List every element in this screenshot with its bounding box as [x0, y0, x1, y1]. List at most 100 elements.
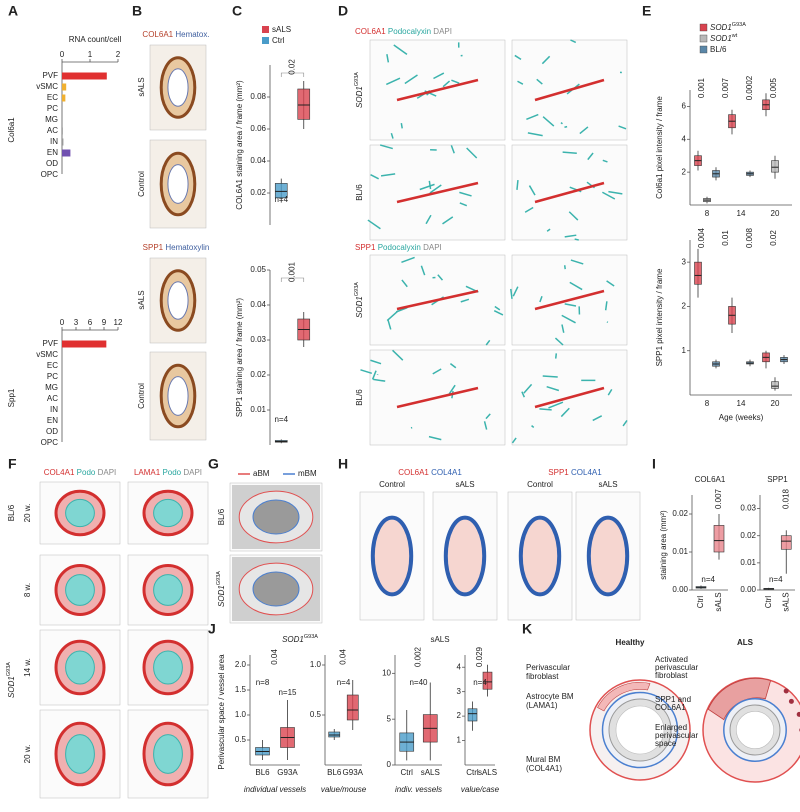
- legend-swatch: [700, 46, 707, 53]
- stain-nuclei: DAPI: [183, 468, 202, 477]
- diagram-label: Mural BM: [526, 755, 561, 764]
- label-sup: G93A: [354, 282, 360, 296]
- n-label: n=4: [701, 575, 715, 584]
- label-sup: G93A: [216, 571, 222, 585]
- y-tick-label: 0.5: [235, 735, 247, 744]
- micrograph: [150, 140, 206, 228]
- y-tick-label: 0.08: [250, 92, 266, 101]
- label-sup: G93A: [354, 72, 360, 86]
- panel-letter: E: [642, 3, 651, 19]
- x-tick-label: 8: [705, 399, 710, 408]
- label-gene: SOD1: [355, 296, 364, 318]
- micrograph: [230, 483, 322, 551]
- p-value: 0.029: [475, 646, 484, 667]
- legend-swatch: [262, 37, 269, 44]
- diagram-label: fibroblast: [526, 672, 559, 681]
- category-label: MG: [45, 115, 58, 124]
- p-value: 0.007: [714, 488, 723, 509]
- axis-title: RNA count/cell: [69, 35, 122, 44]
- category-label: IN: [50, 405, 58, 414]
- x-tick-label: sALS: [421, 768, 440, 777]
- stain-vessel: Podo: [77, 468, 96, 477]
- vessel-lumen: [154, 499, 183, 526]
- p-value: 0.04: [270, 649, 279, 665]
- stain-marker: COL4A1: [44, 468, 75, 477]
- stain-marker: COL6A1: [355, 27, 386, 36]
- axis-title: Age (weeks): [719, 413, 764, 422]
- y-tick-label: 6: [682, 102, 687, 111]
- y-tick-label: 1: [457, 736, 462, 745]
- micrograph: [128, 630, 208, 705]
- age-label: 8 w.: [23, 583, 32, 597]
- micrograph: [40, 482, 120, 544]
- deposit: [789, 699, 794, 704]
- legend-swatch: [262, 26, 269, 33]
- y-tick-label: 1.0: [310, 660, 322, 669]
- capillary: [575, 239, 579, 240]
- stain-marker: SPP1: [548, 468, 569, 477]
- y-tick-label: 0.01: [740, 558, 756, 567]
- y-tick-label: 5: [387, 714, 392, 723]
- box: [468, 709, 477, 721]
- label-sup: G93A: [304, 634, 318, 640]
- micrograph: [511, 255, 627, 345]
- y-tick-label: 0.02: [672, 509, 688, 518]
- p-value: 0.007: [721, 77, 730, 98]
- p-value: 0.01: [721, 230, 730, 246]
- category-label: EC: [47, 93, 58, 102]
- panel-letter: K: [522, 621, 532, 637]
- caption: value/mouse: [321, 785, 367, 794]
- legend-swatch: [700, 24, 707, 31]
- lumen: [736, 711, 773, 748]
- vessel-bm: [589, 518, 627, 595]
- panel-letter: I: [652, 456, 656, 472]
- axis-title: Perivascular space / vessel area: [217, 654, 226, 770]
- legend-label: SOD1wt: [710, 33, 738, 43]
- condition-label: Control: [379, 480, 405, 489]
- caption: indiv. vessels: [395, 785, 442, 794]
- x-tick-label: 8: [705, 209, 710, 218]
- y-tick-label: 0.02: [250, 188, 266, 197]
- x-tick-label: 9: [102, 318, 107, 327]
- row-label: SOD1G93A: [354, 282, 364, 318]
- stain-header: SPP1 Hematoxylin: [143, 243, 210, 252]
- y-tick-label: 1.0: [235, 710, 247, 719]
- condition-label: Control: [137, 383, 146, 409]
- micrograph: [512, 350, 627, 445]
- x-tick-label: 12: [114, 318, 123, 327]
- label-sup: G93A: [6, 662, 12, 676]
- legend-label: BL/6: [710, 45, 727, 54]
- vessel-lumen: [168, 69, 188, 106]
- legend-label: Ctrl: [272, 36, 285, 45]
- diagram-title: Healthy: [616, 638, 645, 647]
- p-value: 0.018: [781, 488, 790, 509]
- category-label: AC: [47, 394, 58, 403]
- micrograph: [368, 145, 505, 240]
- chart-title: COL6A1: [695, 475, 726, 484]
- stain-bm: COL4A1: [431, 468, 462, 477]
- vessel-bm: [373, 518, 411, 595]
- micrograph: [128, 710, 208, 798]
- x-tick-label: 14: [737, 399, 746, 408]
- category-label: PVF: [42, 339, 58, 348]
- stain-header: SPP1 Podocalyxin DAPI: [355, 243, 442, 252]
- y-tick-label: 3: [457, 687, 462, 696]
- stain-bm: COL4A1: [571, 468, 602, 477]
- y-tick-label: 2.0: [235, 660, 247, 669]
- y-tick-label: 2: [682, 167, 687, 176]
- row-label: SOD1G93A: [216, 571, 226, 607]
- p-value: 0.005: [769, 77, 778, 98]
- diagram-label: Perivascular: [526, 663, 570, 672]
- vessel-lumen: [154, 651, 183, 684]
- x-tick-label: 3: [74, 318, 79, 327]
- y-tick-label: 0.01: [250, 405, 266, 414]
- x-tick-label: Ctrl: [764, 596, 773, 609]
- vessel-lumen: [168, 282, 188, 319]
- stain-marker: SPP1: [143, 243, 164, 252]
- micrograph: [128, 482, 208, 544]
- y-tick-label: 0.00: [740, 585, 756, 594]
- y-tick-label: 3: [682, 257, 687, 266]
- capillary: [607, 322, 608, 323]
- legend-label: sALS: [272, 25, 291, 34]
- condition-label: sALS: [598, 480, 617, 489]
